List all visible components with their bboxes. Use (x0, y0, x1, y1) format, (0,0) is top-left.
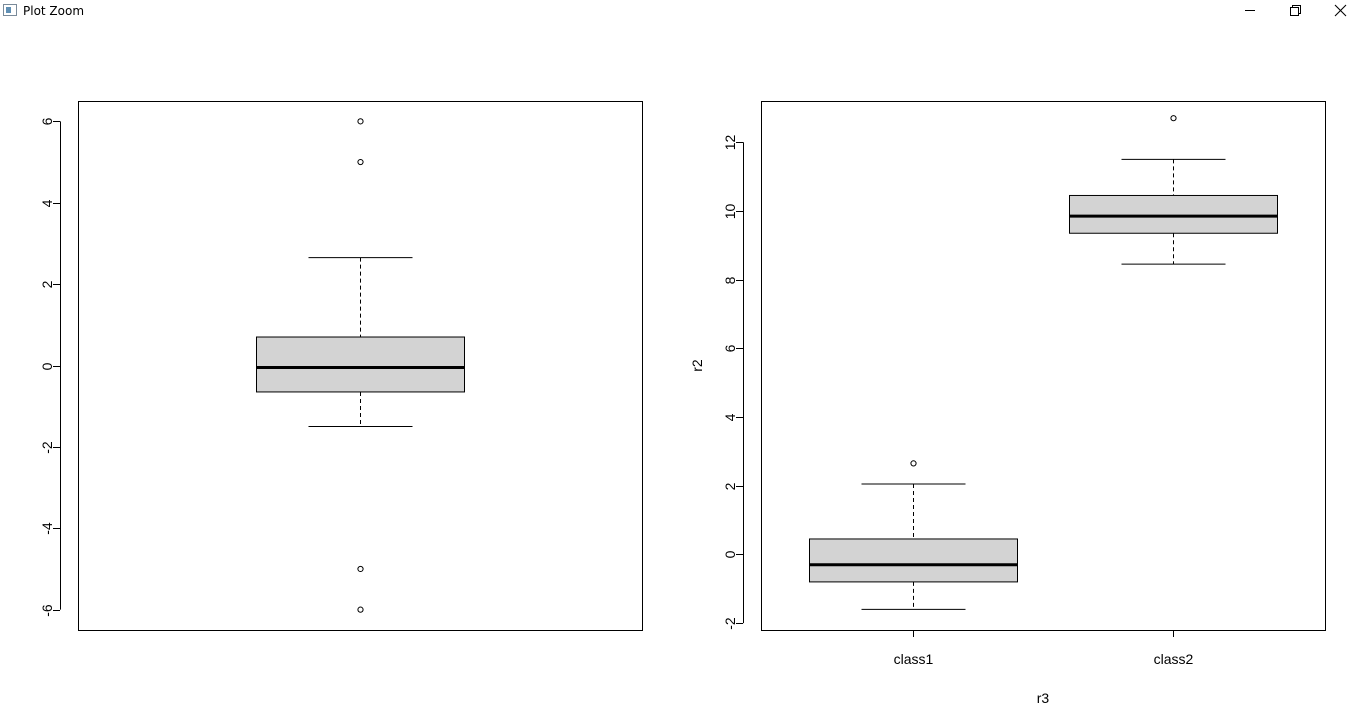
restore-icon (1290, 5, 1301, 16)
chart2-box (1069, 194, 1278, 234)
chart2-y-tick-label: 12 (722, 135, 738, 151)
chart1-y-tick-label: 0 (39, 362, 55, 370)
chart2-box (809, 538, 1018, 583)
chart2-y-tick-label: 0 (722, 550, 738, 558)
chart2-y-axis-label: r2 (689, 359, 705, 372)
chart1-outlier-point (357, 118, 364, 125)
chart2-outlier-point (1170, 115, 1177, 122)
title-bar: Plot Zoom (0, 0, 1366, 24)
chart2-x-tick-label: class1 (894, 651, 934, 667)
chart2-y-tick-label: 4 (722, 413, 738, 421)
close-button[interactable] (1318, 0, 1364, 22)
chart1-y-tick-label: -2 (39, 441, 55, 454)
chart1-y-tick-label: 2 (39, 280, 55, 288)
minimize-icon (1245, 10, 1255, 11)
chart2-y-tick-label: -2 (722, 617, 738, 630)
chart2-x-tick-label: class2 (1154, 651, 1194, 667)
restore-button[interactable] (1272, 0, 1318, 22)
chart1-plot-frame (78, 101, 643, 631)
plot-window-icon (3, 4, 17, 16)
chart1-outlier-point (357, 158, 364, 166)
chart1-y-tick-label: -4 (39, 522, 55, 535)
minimize-button[interactable] (1228, 0, 1274, 22)
chart2-y-tick-label: 8 (722, 276, 738, 284)
chart1-outlier-point (357, 606, 364, 613)
chart1-box (256, 336, 465, 393)
chart1-y-tick-label: 6 (39, 117, 55, 125)
chart2-outlier-point (910, 460, 917, 467)
chart1-y-tick-label: 4 (39, 199, 55, 207)
close-icon (1334, 4, 1347, 17)
chart1-outlier-point (357, 565, 364, 573)
chart2-y-tick-label: 10 (722, 204, 738, 220)
window-title: Plot Zoom (23, 4, 85, 18)
chart2-y-tick-label: 6 (722, 344, 738, 352)
chart1-y-tick-label: -6 (39, 604, 55, 617)
chart2-x-axis-label: r3 (1037, 690, 1050, 706)
chart2-y-tick-label: 2 (722, 482, 738, 490)
